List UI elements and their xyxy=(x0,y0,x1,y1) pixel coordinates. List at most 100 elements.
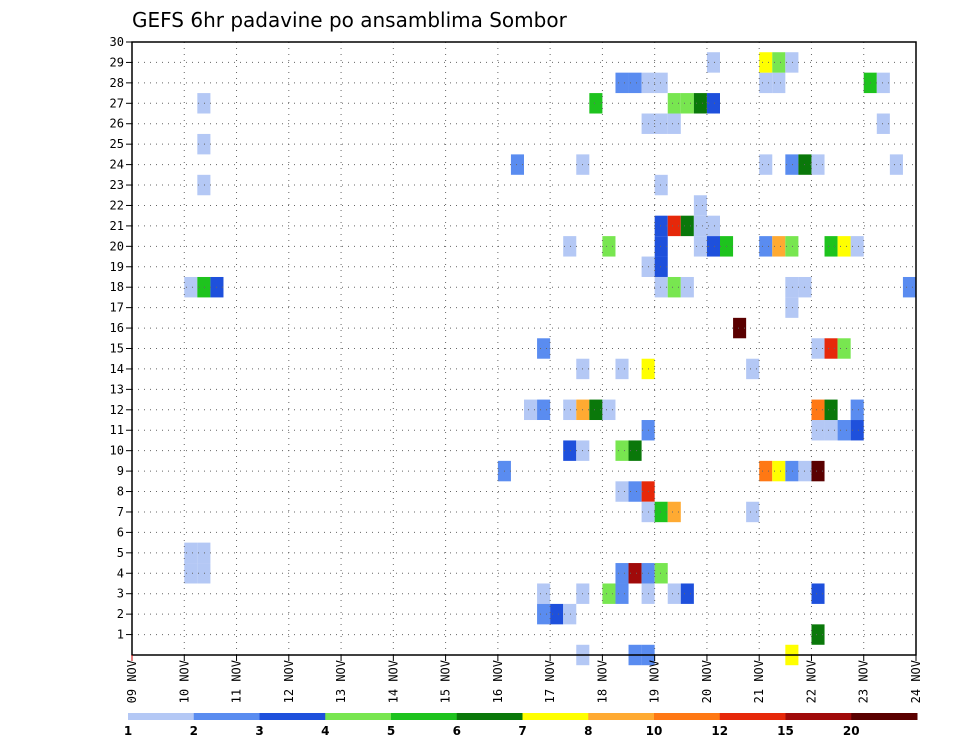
colorbar-label: 3 xyxy=(255,724,263,738)
data-cell xyxy=(811,583,825,604)
colorbar-swatch xyxy=(719,713,786,720)
data-cell xyxy=(693,236,707,257)
data-cell xyxy=(772,460,786,482)
data-cell xyxy=(537,583,551,604)
colorbar-swatch xyxy=(193,713,260,720)
data-cell xyxy=(615,440,629,461)
y-tick-label: 16 xyxy=(110,321,124,335)
data-cell xyxy=(667,583,681,604)
y-tick-label: 14 xyxy=(110,362,124,376)
data-cell xyxy=(706,236,720,257)
data-cell xyxy=(628,440,642,461)
colorbar-swatch xyxy=(325,713,392,720)
data-cell xyxy=(184,276,198,298)
x-tick-label: 21 NOV xyxy=(752,660,766,703)
data-cell xyxy=(197,542,211,564)
data-cell xyxy=(667,113,681,134)
y-tick-label: 21 xyxy=(110,219,124,233)
data-cell xyxy=(759,236,773,257)
x-axis-ticks: 09 NOV 10 NOV 11 NOV 12 NOV 13 NOV 14 NOV 15 N… xyxy=(125,655,923,703)
y-tick-label: 6 xyxy=(117,525,124,539)
y-tick-label: 15 xyxy=(110,342,124,356)
data-cell xyxy=(654,236,668,257)
y-tick-label: 28 xyxy=(110,76,124,90)
y-tick-label: 24 xyxy=(110,158,124,172)
x-tick-label: 11 NOV xyxy=(230,660,244,703)
data-cell xyxy=(706,93,720,114)
data-cell xyxy=(537,338,551,359)
data-cell xyxy=(589,399,603,421)
y-tick-label: 30 xyxy=(110,35,124,49)
data-cell xyxy=(811,399,825,421)
y-tick-label: 22 xyxy=(110,198,124,212)
data-cell xyxy=(759,52,773,73)
data-cell xyxy=(811,624,825,645)
data-cell xyxy=(680,583,694,604)
data-cell xyxy=(680,276,694,298)
colorbar-label: 4 xyxy=(321,724,329,738)
data-cell xyxy=(746,501,760,523)
colorbar-swatch xyxy=(391,713,458,720)
grid-lines xyxy=(132,42,916,655)
y-tick-label: 4 xyxy=(117,566,124,580)
data-cell xyxy=(524,399,538,421)
data-cell xyxy=(824,236,838,257)
data-cell xyxy=(850,399,864,421)
x-tick-label: 15 NOV xyxy=(439,660,453,703)
x-tick-label: 12 NOV xyxy=(282,660,296,703)
y-tick-label: 20 xyxy=(110,239,124,253)
data-cell xyxy=(628,563,642,584)
data-cell xyxy=(197,174,211,196)
data-cell xyxy=(184,563,198,584)
data-cell xyxy=(759,460,773,482)
y-tick-label: 25 xyxy=(110,137,124,151)
data-cell xyxy=(628,72,642,94)
x-tick-label: 16 NOV xyxy=(491,660,505,703)
y-tick-label: 1 xyxy=(117,628,124,642)
y-tick-label: 7 xyxy=(117,505,124,519)
data-cell xyxy=(680,93,694,114)
data-cell xyxy=(667,276,681,298)
y-tick-label: 8 xyxy=(117,485,124,499)
data-cell xyxy=(184,542,198,564)
data-cell xyxy=(837,338,851,359)
data-cell xyxy=(811,460,825,482)
data-cell xyxy=(615,583,629,604)
y-tick-label: 13 xyxy=(110,382,124,396)
y-tick-label: 17 xyxy=(110,301,124,315)
data-cell xyxy=(785,52,799,73)
x-tick-label: 17 NOV xyxy=(543,660,557,703)
colorbar-label: 5 xyxy=(387,724,395,738)
data-cell xyxy=(654,72,668,94)
x-tick-label: 19 NOV xyxy=(648,660,662,703)
colorbar-label: 2 xyxy=(190,724,198,738)
data-cell xyxy=(785,236,799,257)
data-cell xyxy=(759,154,773,175)
data-cell xyxy=(746,358,760,380)
colorbar-swatch xyxy=(785,713,852,720)
y-tick-label: 5 xyxy=(117,546,124,560)
data-cell xyxy=(563,236,577,257)
data-cell xyxy=(197,563,211,584)
data-cell xyxy=(902,276,916,298)
data-cell xyxy=(693,93,707,114)
data-cell xyxy=(811,338,825,359)
data-cell xyxy=(615,72,629,94)
data-cell xyxy=(876,72,890,94)
data-cell xyxy=(837,420,851,441)
data-cell xyxy=(667,93,681,114)
data-cell xyxy=(785,297,799,318)
x-tick-label: 23 NOV xyxy=(857,660,871,703)
data-cell xyxy=(667,215,681,237)
x-tick-label: 14 NOV xyxy=(386,660,400,703)
colorbar-label: 8 xyxy=(584,724,592,738)
data-cell xyxy=(850,236,864,257)
data-cell xyxy=(537,399,551,421)
data-cell xyxy=(693,215,707,237)
x-tick-label: 09 NOV xyxy=(125,660,139,703)
data-cell xyxy=(197,276,211,298)
y-tick-label: 23 xyxy=(110,178,124,192)
colorbar-label: 15 xyxy=(777,724,794,738)
data-cell xyxy=(197,93,211,114)
data-cell xyxy=(654,215,668,237)
